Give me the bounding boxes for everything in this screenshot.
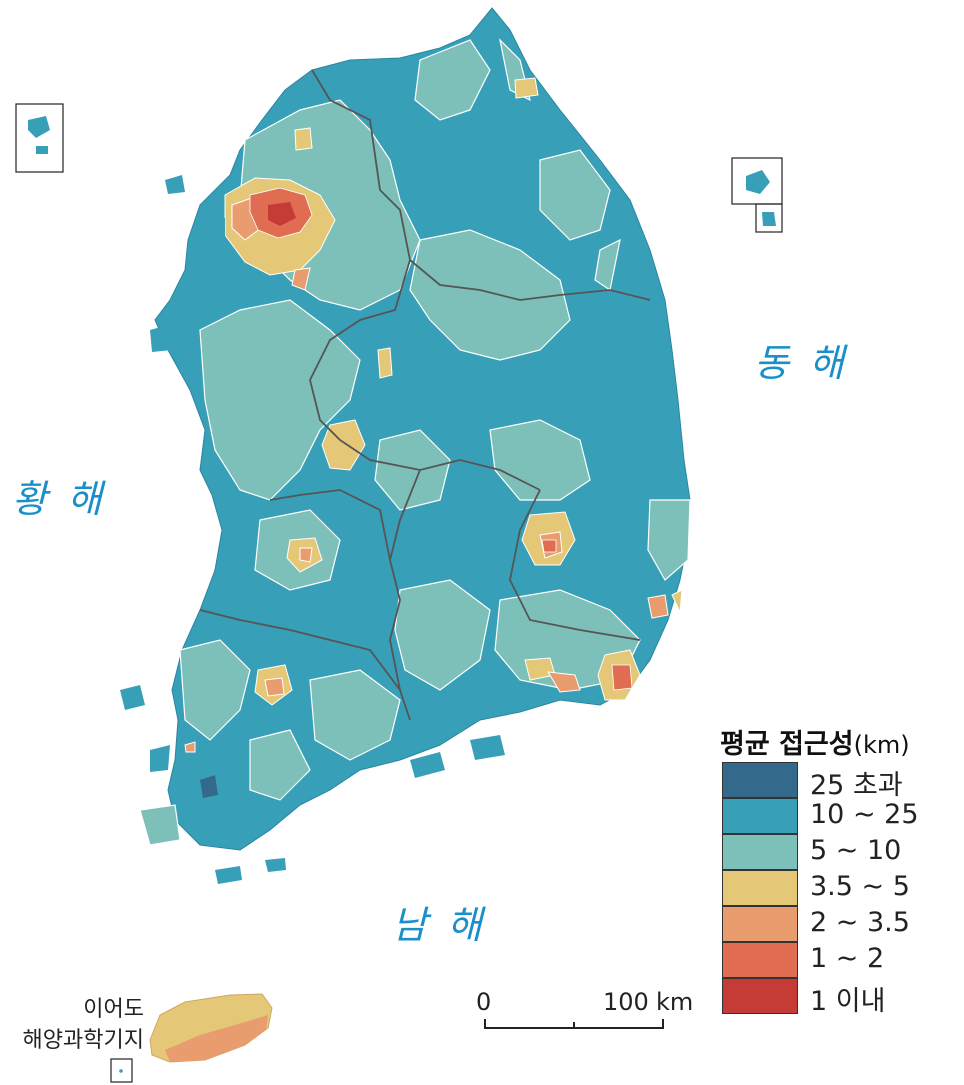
legend-title-text: 평균 접근성 bbox=[720, 729, 854, 760]
baengnyeongdo-inset bbox=[15, 103, 64, 173]
legend-label: 1 이내 bbox=[810, 986, 886, 1017]
legend: 평균 접근성(km) 25 초과 10 ∼ 25 5 ∼ 10 3.5 ∼ 5 2 ∼ … bbox=[720, 722, 960, 1017]
legend-label: 10 ∼ 25 bbox=[810, 799, 919, 830]
jeju-island bbox=[149, 993, 273, 1063]
legend-swatch bbox=[722, 978, 798, 1014]
class-25plus-regions bbox=[200, 775, 218, 798]
legend-swatch bbox=[722, 942, 798, 978]
legend-label: 2 ∼ 3.5 bbox=[810, 907, 910, 938]
west-sea-label: 황 해 bbox=[12, 477, 106, 521]
scale-end-label: 100 bbox=[603, 988, 649, 1016]
legend-rows: 25 초과 10 ∼ 25 5 ∼ 10 3.5 ∼ 5 2 ∼ 3.5 1 ∼ 2 1 이… bbox=[720, 762, 960, 1017]
province-boundaries bbox=[199, 69, 651, 721]
legend-item: 1 이내 bbox=[720, 978, 960, 1017]
legend-swatch bbox=[722, 834, 798, 870]
legend-item: 2 ∼ 3.5 bbox=[720, 906, 960, 942]
legend-title: 평균 접근성(km) bbox=[720, 722, 960, 762]
legend-item: 5 ∼ 10 bbox=[720, 834, 960, 870]
legend-item: 10 ∼ 25 bbox=[720, 798, 960, 834]
scale-bar: 0 100 km bbox=[476, 986, 706, 1036]
scale-unit-label: km bbox=[656, 988, 694, 1016]
ieodo-inset bbox=[110, 1058, 133, 1083]
legend-label: 5 ∼ 10 bbox=[810, 835, 902, 866]
scale-bar-line bbox=[484, 1019, 664, 1029]
legend-unit: (km) bbox=[853, 731, 910, 759]
south-sea-label: 남 해 bbox=[392, 903, 486, 947]
ulleungdo-inset bbox=[731, 157, 783, 233]
east-sea-label: 동 해 bbox=[754, 341, 848, 385]
legend-item: 25 초과 bbox=[720, 762, 960, 801]
islands bbox=[120, 175, 505, 884]
class-under-1-regions bbox=[268, 202, 296, 226]
legend-item: 1 ∼ 2 bbox=[720, 942, 960, 978]
ieodo-label-line2: 해양과학기지 bbox=[22, 1028, 144, 1053]
legend-label: 25 초과 bbox=[810, 770, 903, 801]
ieodo-label: 이어도 해양과학기지 bbox=[22, 994, 144, 1056]
scale-start-label: 0 bbox=[476, 988, 492, 1016]
legend-label: 1 ∼ 2 bbox=[810, 943, 885, 974]
legend-label: 3.5 ∼ 5 bbox=[810, 871, 910, 902]
class-5-10-regions bbox=[139, 38, 691, 846]
legend-swatch bbox=[722, 798, 798, 834]
legend-swatch bbox=[722, 906, 798, 942]
legend-item: 3.5 ∼ 5 bbox=[720, 870, 960, 906]
legend-swatch bbox=[722, 870, 798, 906]
legend-swatch bbox=[722, 762, 798, 798]
ieodo-label-line1: 이어도 bbox=[83, 997, 144, 1022]
